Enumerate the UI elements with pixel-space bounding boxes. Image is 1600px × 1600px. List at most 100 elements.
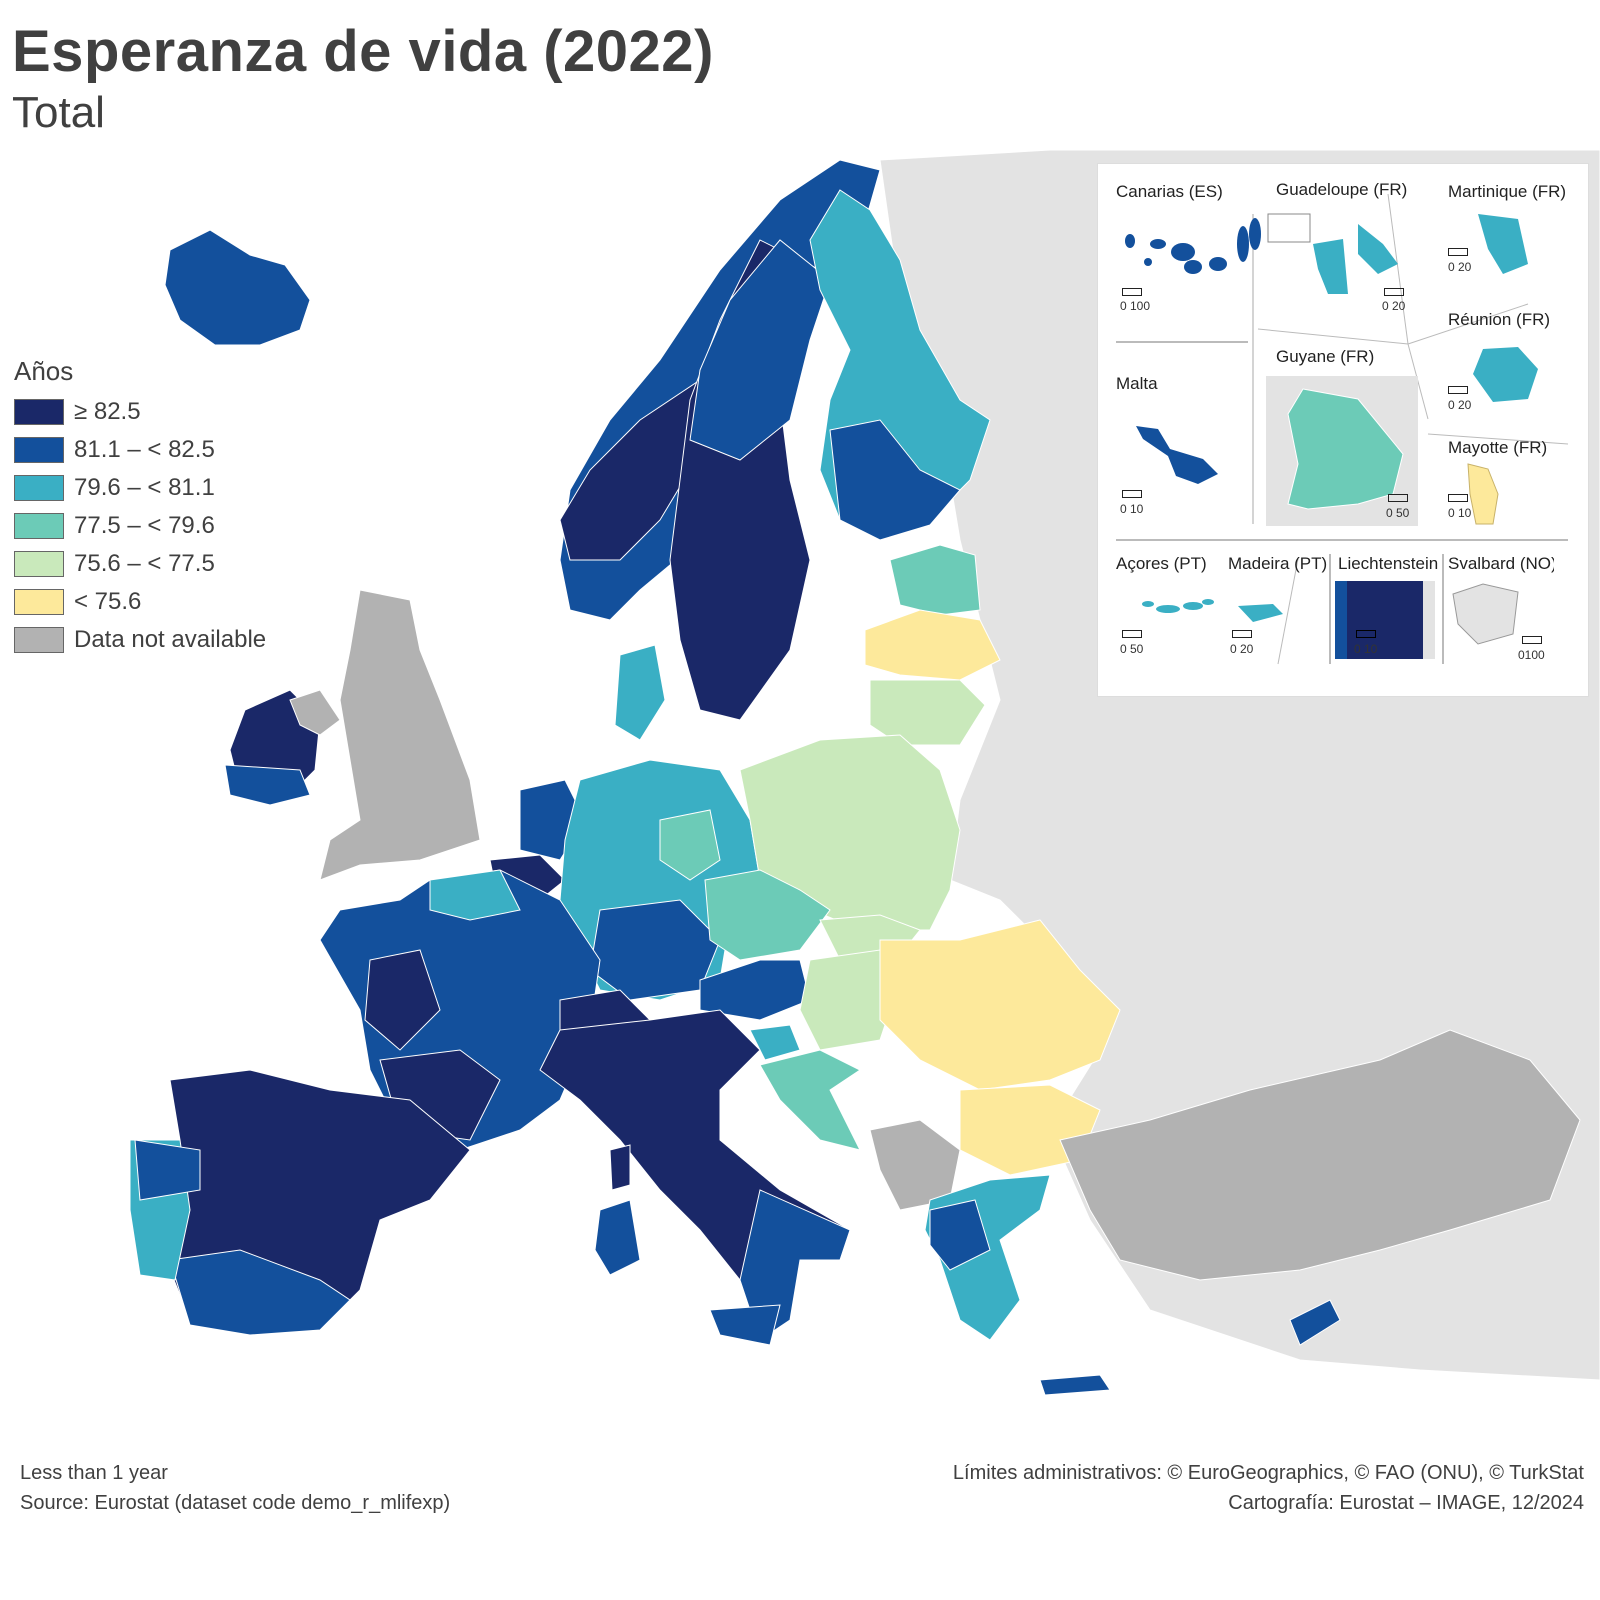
- legend: Años ≥ 82.5 81.1 – < 82.5 79.6 – < 81.1 77.…: [14, 356, 266, 659]
- inset-label-malta: Malta: [1116, 374, 1158, 393]
- scalebar-svalbard: [1522, 636, 1542, 644]
- scale-liechtenstein: 0 10: [1354, 642, 1378, 656]
- canarias-shape: [1125, 218, 1261, 274]
- inset-label-liechtenstein: Liechtenstein: [1338, 554, 1439, 573]
- scale-canarias: 0 100: [1120, 299, 1151, 313]
- acores-shape: [1142, 599, 1214, 613]
- map-subtitle: Total: [12, 88, 105, 137]
- region-latvia: [864, 609, 1001, 681]
- region-ireland-south: [224, 764, 311, 806]
- region-france-north: [429, 869, 521, 921]
- region-sweden-north: [689, 239, 831, 461]
- legend-swatch: [14, 513, 64, 539]
- legend-item: 79.6 – < 81.1: [14, 469, 266, 507]
- scalebar-canarias: [1122, 288, 1142, 296]
- inset-label-reunion: Réunion (FR): [1448, 310, 1551, 329]
- legend-swatch: [14, 551, 64, 577]
- inset-label-guadeloupe: Guadeloupe (FR): [1276, 180, 1408, 199]
- inset-label-svalbard: Svalbard (NO): [1448, 554, 1554, 573]
- scale-madeira: 0 20: [1230, 642, 1254, 656]
- legend-item: Data not available: [14, 621, 266, 659]
- legend-item: 77.5 – < 79.6: [14, 507, 266, 545]
- inset-lines: [1116, 193, 1569, 665]
- legend-item: ≥ 82.5: [14, 393, 266, 431]
- legend-label: ≥ 82.5: [74, 398, 141, 425]
- footer-left: Less than 1 year Source: Eurostat (datas…: [20, 1458, 450, 1518]
- scalebar-guadeloupe: [1384, 288, 1404, 296]
- malta-shape: [1136, 426, 1218, 484]
- guadeloupe-shape: [1313, 224, 1398, 294]
- legend-label: 77.5 – < 79.6: [74, 512, 215, 539]
- region-portugal-north: [134, 1139, 201, 1201]
- footer-boundaries: Límites administrativos: © EuroGeographi…: [952, 1462, 1584, 1484]
- region-denmark: [614, 644, 666, 741]
- legend-swatch: [14, 627, 64, 653]
- inset-label-mayotte: Mayotte (FR): [1448, 438, 1548, 457]
- scale-guyane: 0 50: [1386, 506, 1410, 520]
- inset-label-madeira: Madeira (PT): [1228, 554, 1328, 573]
- region-cyprus: [1289, 1299, 1341, 1346]
- region-germany-east: [659, 809, 721, 881]
- scalebar-acores: [1122, 630, 1142, 638]
- map-title: Esperanza de vida (2022): [12, 19, 714, 84]
- region-estonia: [889, 544, 981, 616]
- region-italy-south: [739, 1189, 851, 1341]
- inset-label-canarias: Canarias (ES): [1116, 182, 1223, 201]
- region-sardinia: [594, 1199, 641, 1276]
- footer-right: Límites administrativos: © EuroGeographi…: [953, 1458, 1584, 1518]
- region-finland-south: [829, 419, 961, 541]
- scalebar-malta: [1122, 490, 1142, 498]
- legend-item: 81.1 – < 82.5: [14, 431, 266, 469]
- region-lithuania: [869, 679, 986, 746]
- region-france-west: [364, 949, 441, 1051]
- legend-swatch: [14, 589, 64, 615]
- scalebar-reunion: [1448, 386, 1468, 394]
- footer-note: Less than 1 year: [20, 1462, 168, 1484]
- legend-label: 75.6 – < 77.5: [74, 550, 215, 577]
- region-sicily: [709, 1304, 781, 1346]
- legend-swatch: [14, 437, 64, 463]
- scale-mayotte: 0 10: [1448, 506, 1472, 520]
- region-corsica: [609, 1144, 631, 1191]
- legend-swatch: [14, 475, 64, 501]
- scale-acores: 0 50: [1120, 642, 1144, 656]
- region-uk: [319, 589, 481, 881]
- guyane-shape: [1287, 388, 1404, 510]
- inset-label-guyane: Guyane (FR): [1276, 347, 1375, 366]
- svalbard-shape: [1452, 583, 1519, 645]
- region-turkey: [1059, 1029, 1581, 1281]
- legend-label: Data not available: [74, 626, 267, 653]
- legend-title: Años: [14, 356, 74, 386]
- mayotte-shape: [1467, 463, 1499, 525]
- scale-martinique: 0 20: [1448, 260, 1472, 274]
- inset-panel: Canarias (ES) Guadeloupe (FR) Martinique…: [1097, 163, 1589, 697]
- scale-svalbard: 0100: [1518, 648, 1545, 662]
- footer-source: Source: Eurostat (dataset code demo_r_ml…: [20, 1492, 451, 1514]
- region-romania: [879, 919, 1121, 1091]
- region-czechia: [704, 869, 831, 961]
- inset-label-acores: Açores (PT): [1116, 554, 1207, 573]
- scale-guadeloupe: 0 20: [1382, 299, 1406, 313]
- legend-label: < 75.6: [74, 588, 142, 615]
- scale-malta: 0 10: [1120, 502, 1144, 516]
- legend-item: 75.6 – < 77.5: [14, 545, 266, 583]
- legend-label: 79.6 – < 81.1: [74, 474, 215, 501]
- scalebar-guyane: [1388, 494, 1408, 502]
- region-croatia: [759, 1049, 861, 1151]
- scalebar-madeira: [1232, 630, 1252, 638]
- legend-label: 81.1 – < 82.5: [74, 436, 215, 463]
- region-greece-west: [929, 1199, 991, 1271]
- region-crete: [1039, 1374, 1111, 1396]
- scalebar-liechtenstein: [1356, 630, 1376, 638]
- martinique-shape: [1478, 214, 1528, 274]
- legend-item: < 75.6: [14, 583, 266, 621]
- legend-swatch: [14, 399, 64, 425]
- scale-reunion: 0 20: [1448, 398, 1472, 412]
- footer-cartography: Cartografía: Eurostat – IMAGE, 12/2024: [1228, 1492, 1584, 1514]
- region-iceland: [164, 229, 311, 346]
- region-spain-south: [169, 1249, 351, 1336]
- region-northern-ireland: [289, 689, 341, 736]
- scalebar-martinique: [1448, 248, 1468, 256]
- region-slovenia: [749, 1024, 801, 1061]
- madeira-shape: [1238, 604, 1283, 622]
